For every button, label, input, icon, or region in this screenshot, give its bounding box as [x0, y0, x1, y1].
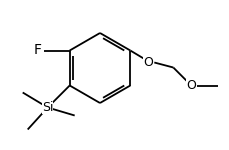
Text: F: F — [33, 44, 41, 57]
Text: Si: Si — [42, 101, 53, 114]
Text: O: O — [185, 79, 195, 92]
Text: O: O — [143, 56, 153, 69]
